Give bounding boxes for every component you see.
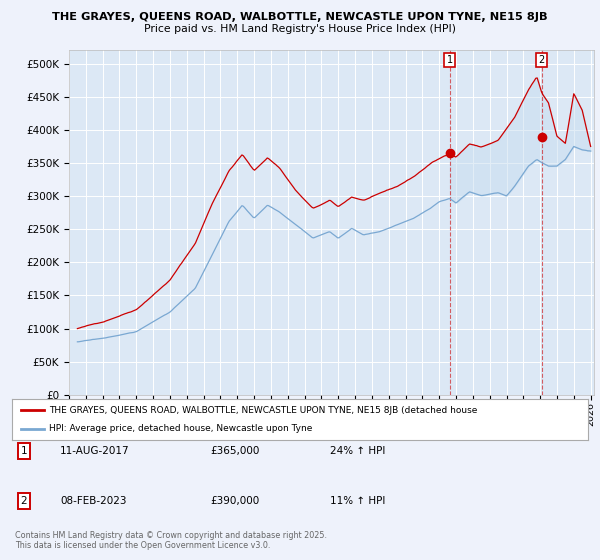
Text: 24% ↑ HPI: 24% ↑ HPI (330, 446, 385, 456)
Text: 2: 2 (20, 496, 28, 506)
Text: Price paid vs. HM Land Registry's House Price Index (HPI): Price paid vs. HM Land Registry's House … (144, 24, 456, 34)
Text: HPI: Average price, detached house, Newcastle upon Tyne: HPI: Average price, detached house, Newc… (49, 424, 313, 433)
Text: 11-AUG-2017: 11-AUG-2017 (60, 446, 130, 456)
Text: 1: 1 (446, 55, 452, 65)
Text: £365,000: £365,000 (210, 446, 259, 456)
Text: THE GRAYES, QUEENS ROAD, WALBOTTLE, NEWCASTLE UPON TYNE, NE15 8JB (detached hous: THE GRAYES, QUEENS ROAD, WALBOTTLE, NEWC… (49, 405, 478, 414)
Text: Contains HM Land Registry data © Crown copyright and database right 2025.
This d: Contains HM Land Registry data © Crown c… (15, 531, 327, 550)
Text: £390,000: £390,000 (210, 496, 259, 506)
Text: THE GRAYES, QUEENS ROAD, WALBOTTLE, NEWCASTLE UPON TYNE, NE15 8JB: THE GRAYES, QUEENS ROAD, WALBOTTLE, NEWC… (52, 12, 548, 22)
Text: 2: 2 (539, 55, 545, 65)
Text: 08-FEB-2023: 08-FEB-2023 (60, 496, 127, 506)
Text: 1: 1 (20, 446, 28, 456)
Text: 11% ↑ HPI: 11% ↑ HPI (330, 496, 385, 506)
